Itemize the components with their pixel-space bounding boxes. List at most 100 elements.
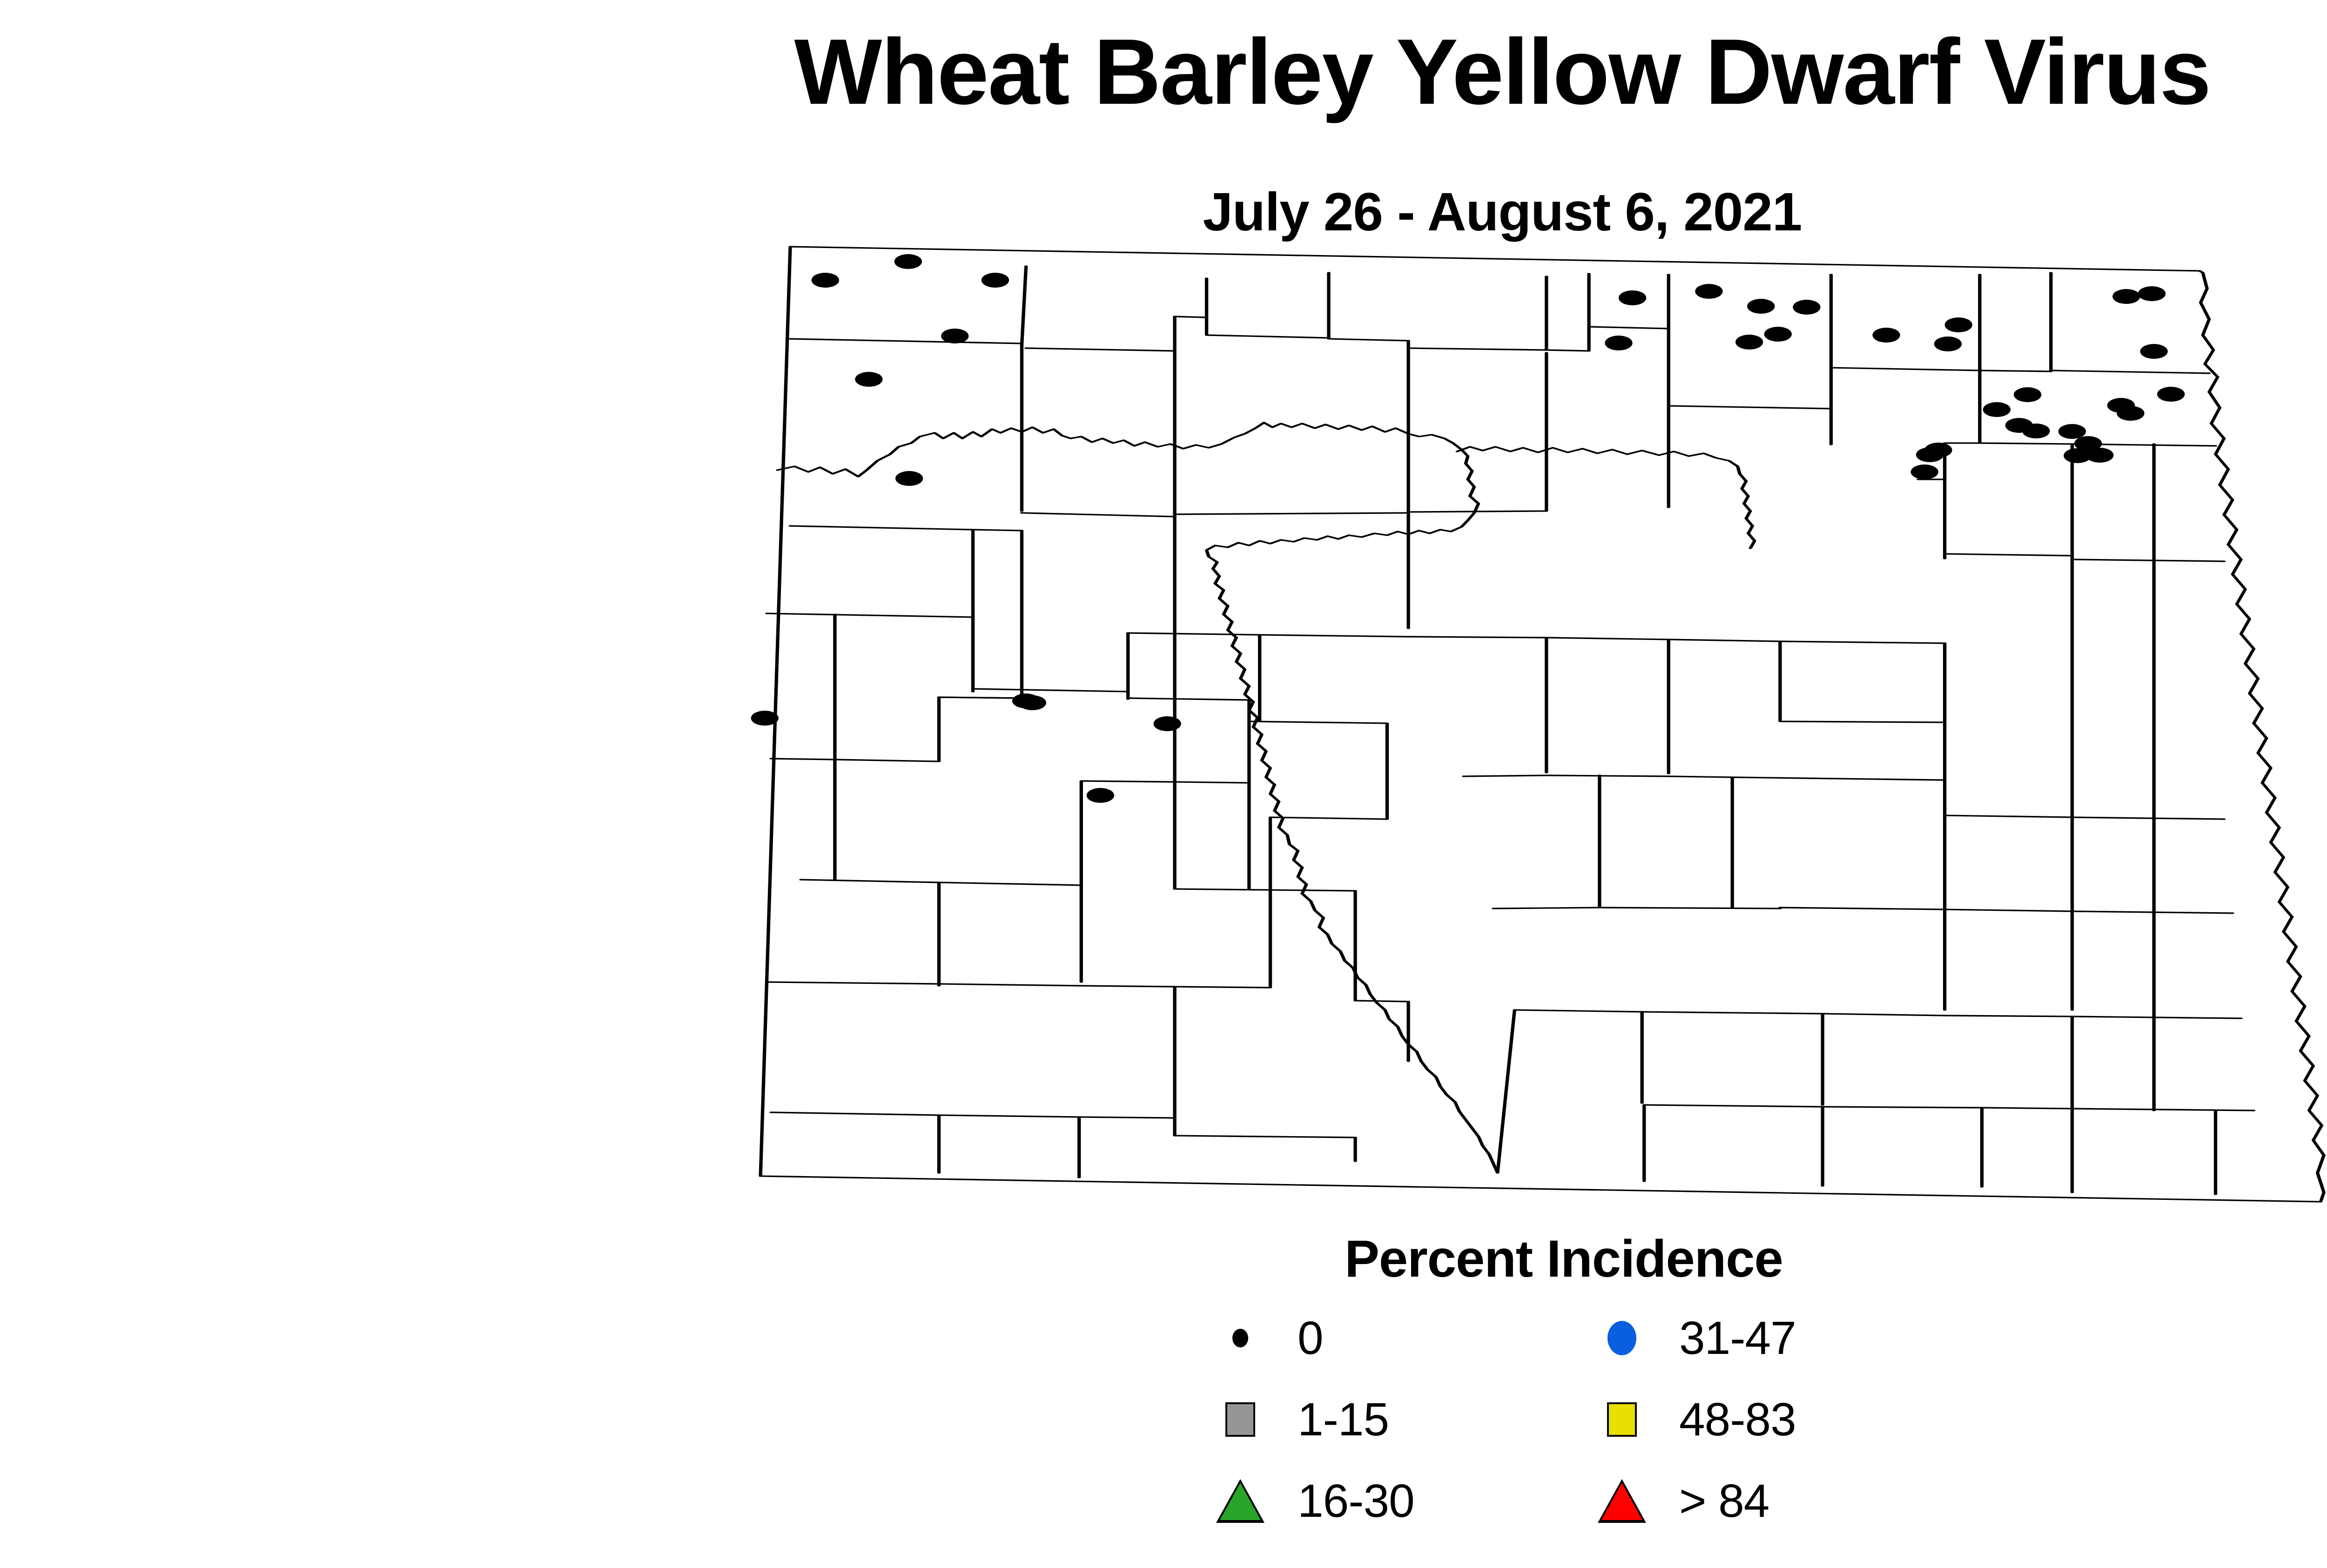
county-line	[1821, 1106, 1984, 1109]
county-line	[1943, 814, 2074, 818]
county-line	[1173, 986, 1272, 989]
observation-point	[2022, 424, 2050, 438]
county-line	[1126, 697, 1251, 783]
county-line	[1513, 1009, 1644, 1013]
legend-item-16-30[interactable]: 16-30	[1205, 1471, 1559, 1531]
observation-point	[895, 471, 923, 486]
state-outline	[759, 246, 2326, 1203]
county-line	[1778, 640, 1947, 723]
county-line	[1545, 774, 1670, 777]
observation-point	[855, 372, 883, 387]
legend-item-1-15[interactable]: 1-15	[1205, 1389, 1559, 1450]
county-line	[1079, 985, 1177, 988]
county-line	[769, 1111, 941, 1116]
observation-point	[1153, 716, 1181, 731]
county-line	[1916, 370, 1982, 480]
county-line	[1024, 272, 1331, 352]
county-line	[769, 758, 837, 760]
observation-points	[751, 254, 2185, 803]
legend-item-gt-84[interactable]: > 84	[1587, 1471, 1950, 1531]
county-line	[1077, 1116, 1177, 1119]
observation-point	[2074, 436, 2102, 451]
legend-item-31-47[interactable]: 31-47	[1587, 1308, 1950, 1368]
county-line	[1258, 634, 1410, 638]
county-line	[1353, 1000, 1410, 1003]
county-line	[1173, 1135, 1357, 1138]
observation-point	[894, 254, 922, 269]
observation-point	[2112, 289, 2140, 304]
observation-point	[1910, 464, 1938, 479]
red-triangle-icon	[1587, 1471, 1657, 1531]
county-line	[1667, 639, 1782, 642]
legend-item-label: 48-83	[1679, 1393, 1796, 1446]
county-line	[971, 529, 1024, 532]
missouri-river	[775, 422, 1500, 1174]
observation-point	[1764, 327, 1792, 342]
county-line	[1821, 1013, 1947, 1016]
observation-point	[1619, 290, 1647, 305]
observation-point	[1934, 336, 1962, 351]
county-boundaries	[759, 246, 2326, 1203]
county-line	[971, 688, 1130, 693]
observation-point	[1944, 317, 1972, 332]
legend-item-label: 1-15	[1298, 1393, 1389, 1446]
observation-point	[1695, 284, 1723, 299]
county-line	[1020, 265, 1028, 346]
county-line	[1247, 720, 1389, 820]
county-line	[799, 879, 941, 883]
observation-point	[1735, 335, 1763, 350]
legend-item-label: 0	[1298, 1312, 1324, 1364]
page-subtitle: July 26 - August 6, 2021	[1203, 182, 1802, 242]
county-line	[1327, 276, 1548, 351]
county-line	[1978, 272, 2053, 372]
legend-item-label: > 84	[1679, 1474, 1769, 1527]
county-line	[1642, 1104, 1824, 1108]
page-title: Wheat Barley Yellow Dwarf Virus	[794, 20, 2212, 124]
county-line	[1173, 512, 1410, 515]
county-line	[833, 696, 1024, 762]
observation-point	[2138, 286, 2166, 301]
county-line	[788, 525, 975, 690]
observation-point	[2157, 387, 2185, 402]
legend-items: 0 1-15 16-30 31-47	[1154, 1308, 1973, 1555]
county-line	[937, 983, 1083, 987]
county-line	[1496, 1009, 1517, 1174]
observation-point	[2058, 424, 2086, 439]
observation-point	[1872, 328, 1900, 343]
county-line	[1173, 781, 1251, 784]
county-line	[1020, 512, 1177, 518]
observation-point	[1983, 402, 2011, 417]
observation-point	[941, 329, 969, 343]
legend-item-48-83[interactable]: 48-83	[1587, 1389, 1950, 1450]
legend-item-0[interactable]: 0	[1205, 1308, 1559, 1368]
county-line	[937, 780, 1177, 886]
county-line	[765, 981, 941, 985]
county-line	[1980, 1107, 2074, 1110]
legend-title: Percent Incidence	[1345, 1230, 1783, 1288]
observation-point	[1747, 299, 1775, 314]
yellow-square-icon	[1587, 1389, 1657, 1450]
map-svg	[751, 246, 2326, 1203]
county-line	[937, 1114, 1081, 1118]
legend: Percent Incidence 0 1-15 16-30	[1154, 1229, 1973, 1555]
county-line	[937, 696, 1024, 699]
county-line	[788, 338, 1024, 344]
observation-point	[1086, 788, 1115, 803]
county-line	[2070, 1016, 2243, 1019]
county-line	[1778, 640, 1947, 644]
county-line	[2070, 816, 2226, 820]
observation-point	[1916, 447, 1944, 462]
black-circle-icon	[1205, 1308, 1275, 1368]
county-line	[1978, 442, 2074, 560]
county-line	[1943, 553, 2074, 557]
legend-item-label: 16-30	[1298, 1474, 1415, 1527]
county-line	[1462, 774, 1548, 777]
county-line	[2070, 910, 2234, 914]
observation-point	[811, 273, 839, 288]
observation-point	[1605, 336, 1633, 350]
lake-sakakawea	[1455, 446, 1756, 549]
county-line	[1778, 907, 1947, 910]
north-dakota-map	[707, 228, 2327, 1233]
green-triangle-icon	[1205, 1471, 1275, 1531]
